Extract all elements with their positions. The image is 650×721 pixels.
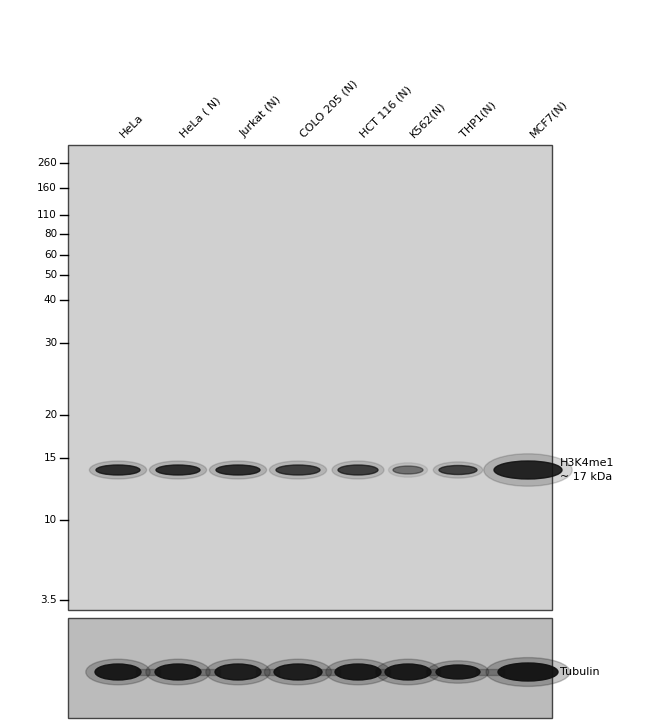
Text: 15: 15 bbox=[44, 453, 57, 463]
Ellipse shape bbox=[216, 465, 260, 475]
Ellipse shape bbox=[146, 659, 210, 685]
Ellipse shape bbox=[269, 461, 326, 479]
Ellipse shape bbox=[332, 461, 384, 479]
Ellipse shape bbox=[96, 465, 140, 475]
Text: 3.5: 3.5 bbox=[40, 595, 57, 605]
Ellipse shape bbox=[389, 463, 428, 477]
Ellipse shape bbox=[90, 461, 147, 479]
Ellipse shape bbox=[215, 664, 261, 680]
Text: Jurkat (N): Jurkat (N) bbox=[238, 94, 283, 139]
Bar bbox=[376, 669, 389, 675]
Ellipse shape bbox=[206, 659, 270, 685]
Text: HCT 116 (N): HCT 116 (N) bbox=[358, 84, 413, 139]
Bar bbox=[68, 145, 552, 610]
Ellipse shape bbox=[95, 664, 141, 680]
Text: 30: 30 bbox=[44, 338, 57, 348]
Text: K562(N): K562(N) bbox=[408, 99, 447, 139]
Bar bbox=[426, 669, 441, 675]
Ellipse shape bbox=[439, 466, 477, 474]
Ellipse shape bbox=[393, 466, 423, 474]
Text: 80: 80 bbox=[44, 229, 57, 239]
Text: 10: 10 bbox=[44, 515, 57, 525]
Bar bbox=[476, 669, 504, 675]
Ellipse shape bbox=[86, 659, 150, 685]
Ellipse shape bbox=[498, 663, 558, 681]
Ellipse shape bbox=[209, 461, 266, 479]
Text: 160: 160 bbox=[37, 183, 57, 193]
Ellipse shape bbox=[335, 664, 381, 680]
Text: COLO 205 (N): COLO 205 (N) bbox=[298, 78, 359, 139]
Text: 20: 20 bbox=[44, 410, 57, 420]
Text: MCF7(N): MCF7(N) bbox=[528, 98, 569, 139]
Bar bbox=[317, 669, 339, 675]
Bar bbox=[196, 669, 220, 675]
Text: H3K4me1
~ 17 kDa: H3K4me1 ~ 17 kDa bbox=[560, 459, 614, 482]
Ellipse shape bbox=[265, 659, 332, 685]
Text: Tubulin: Tubulin bbox=[560, 667, 599, 677]
Text: HeLa: HeLa bbox=[118, 112, 145, 139]
Ellipse shape bbox=[276, 465, 320, 475]
Ellipse shape bbox=[486, 658, 570, 686]
Ellipse shape bbox=[156, 465, 200, 475]
Text: 110: 110 bbox=[37, 210, 57, 220]
Text: 50: 50 bbox=[44, 270, 57, 280]
Ellipse shape bbox=[150, 461, 207, 479]
Text: HeLa ( N): HeLa ( N) bbox=[178, 94, 222, 139]
Ellipse shape bbox=[338, 465, 378, 475]
Ellipse shape bbox=[376, 659, 440, 685]
Bar bbox=[136, 669, 160, 675]
Ellipse shape bbox=[385, 664, 431, 680]
Ellipse shape bbox=[274, 664, 322, 680]
Ellipse shape bbox=[484, 454, 572, 486]
Bar bbox=[68, 618, 552, 718]
Text: 60: 60 bbox=[44, 250, 57, 260]
Text: 40: 40 bbox=[44, 295, 57, 305]
Ellipse shape bbox=[434, 462, 483, 478]
Bar bbox=[256, 669, 279, 675]
Ellipse shape bbox=[427, 661, 489, 684]
Ellipse shape bbox=[155, 664, 201, 680]
Text: 260: 260 bbox=[37, 158, 57, 168]
Ellipse shape bbox=[326, 659, 390, 685]
Ellipse shape bbox=[494, 461, 562, 479]
Text: THP1(N): THP1(N) bbox=[458, 99, 498, 139]
Ellipse shape bbox=[436, 665, 480, 679]
